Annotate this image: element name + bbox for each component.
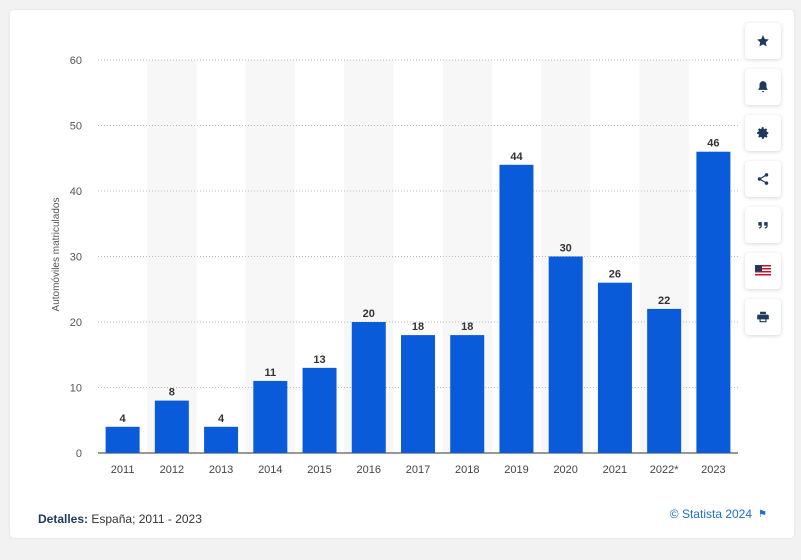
y-tick-label: 30 [70, 252, 82, 264]
gear-icon [757, 127, 769, 139]
data-label: 44 [510, 151, 523, 163]
bar [154, 400, 189, 453]
y-tick-label: 20 [70, 317, 82, 329]
statista-credit[interactable]: © Statista 2024 ⚑ [670, 507, 767, 521]
x-tick-label: 2023 [701, 464, 725, 476]
favorite-button[interactable] [745, 23, 781, 59]
flag-icon [755, 265, 771, 277]
x-tick-label: 2014 [258, 464, 282, 476]
bar [253, 380, 288, 453]
toolbar [745, 23, 783, 345]
data-label: 18 [461, 321, 473, 333]
data-label: 11 [264, 367, 276, 379]
chart-card: 0 10 20 30 40 50 60 4 2011 8 2012 4 2013 11 2014 13 2015… [10, 10, 794, 538]
x-tick-label: 2020 [553, 464, 577, 476]
x-tick-label: 2018 [455, 464, 479, 476]
x-tick-label: 2017 [406, 464, 430, 476]
data-label: 26 [609, 269, 621, 281]
x-tick-label: 2011 [111, 464, 135, 476]
details-text: España; 2011 - 2023 [91, 512, 202, 526]
data-label: 18 [412, 321, 424, 333]
credit-text[interactable]: © Statista 2024 [669, 507, 753, 521]
settings-button[interactable] [745, 115, 781, 151]
y-tick-label: 0 [76, 448, 82, 460]
y-tick-label: 40 [70, 186, 82, 198]
bar [105, 426, 140, 453]
bar [351, 322, 386, 453]
data-label: 4 [218, 413, 225, 425]
x-tick-label: 2013 [209, 464, 233, 476]
y-tick-label: 50 [70, 121, 82, 133]
x-tick-label: 2019 [504, 464, 528, 476]
x-tick-label: 2015 [307, 464, 331, 476]
bar [597, 282, 632, 453]
share-button[interactable] [745, 161, 781, 197]
print-icon [757, 311, 769, 323]
chart-details: Detalles: España; 2011 - 2023 [38, 512, 202, 526]
y-tick-label: 60 [70, 55, 82, 67]
data-label: 22 [658, 295, 670, 307]
bar [204, 426, 239, 453]
star-icon [757, 35, 769, 47]
x-tick-label: 2012 [160, 464, 184, 476]
x-tick-label: 2022* [650, 464, 679, 476]
print-button[interactable] [745, 299, 781, 335]
flag-small-icon[interactable]: ⚑ [758, 508, 767, 520]
language-button[interactable] [745, 253, 781, 289]
bar [499, 164, 534, 454]
data-label: 30 [560, 243, 572, 255]
share-icon [757, 173, 769, 185]
y-tick-label: 10 [70, 383, 82, 395]
bar [302, 367, 337, 453]
quote-icon [758, 222, 768, 229]
y-axis-title: Automóviles matriculados [51, 198, 62, 312]
bar-chart: 0 10 20 30 40 50 60 4 2011 8 2012 4 2013 11 2014 13 2015… [51, 55, 738, 476]
data-label: 46 [707, 138, 719, 150]
bar [450, 335, 485, 453]
data-label: 20 [363, 308, 375, 320]
cite-button[interactable] [745, 207, 781, 243]
details-label: Detalles: [38, 512, 89, 526]
data-label: 13 [313, 354, 325, 366]
notification-button[interactable] [745, 69, 781, 105]
data-label: 8 [169, 387, 175, 399]
bell-icon [758, 81, 768, 93]
bar [696, 151, 731, 453]
data-label: 4 [120, 413, 127, 425]
x-tick-label: 2021 [603, 464, 627, 476]
x-tick-label: 2016 [357, 464, 381, 476]
bar [401, 335, 435, 453]
bar [647, 308, 682, 453]
bar [548, 256, 583, 453]
